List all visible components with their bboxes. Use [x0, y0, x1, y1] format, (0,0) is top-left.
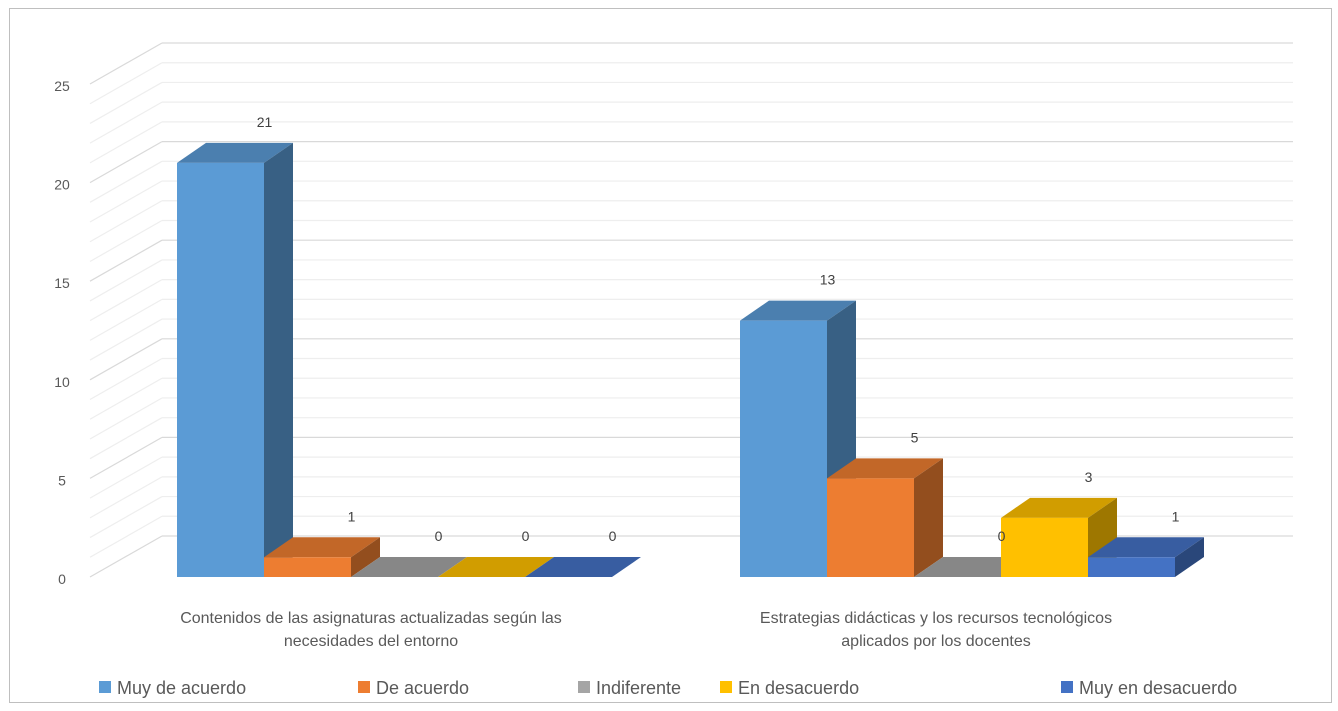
gridline-side-minor	[89, 160, 163, 203]
bar-front-face	[740, 320, 827, 577]
bar-front-face	[827, 478, 914, 577]
y-tick-label: 20	[54, 177, 70, 193]
bar	[351, 557, 467, 577]
bar	[525, 557, 641, 577]
bar-top-face	[827, 458, 943, 479]
bar-top-face	[740, 300, 856, 321]
gridline-side-major	[89, 141, 163, 184]
legend-item: En desacuerdo	[720, 678, 859, 698]
y-tick-label: 25	[54, 78, 70, 94]
bar-top-face	[177, 142, 293, 163]
data-label: 3	[1085, 469, 1093, 485]
data-label: 0	[998, 528, 1006, 544]
gridline-side-minor	[89, 259, 163, 302]
chart-frame	[9, 8, 1332, 703]
y-tick-label: 0	[58, 571, 66, 587]
y-axis: 0 5 10 15 20 25	[54, 78, 70, 587]
data-label: 5	[911, 429, 919, 445]
gridline-side-major	[89, 42, 163, 85]
legend-label: En desacuerdo	[738, 678, 859, 698]
gridline-side-minor	[89, 62, 163, 105]
data-label: 0	[609, 528, 617, 544]
legend-swatch	[720, 681, 732, 693]
data-label: 1	[1172, 508, 1180, 524]
y-tick-label: 15	[54, 275, 70, 291]
gridline-side-minor	[89, 279, 163, 322]
legend-item: Muy de acuerdo	[99, 678, 246, 698]
gridline-side-minor	[89, 121, 163, 164]
bar-top-face	[438, 557, 554, 577]
bar-side-face	[1175, 537, 1204, 577]
bar	[827, 458, 943, 577]
bar	[177, 142, 293, 577]
gridline-side-minor	[89, 476, 163, 519]
bar-side-face	[351, 537, 380, 577]
gridline-side-minor	[89, 101, 163, 144]
category-label: necesidades del entorno	[284, 633, 458, 650]
gridline-side-minor	[89, 377, 163, 420]
gridline-side-minor	[89, 180, 163, 223]
chart-walls	[89, 42, 1293, 578]
bar-front-face	[1088, 557, 1175, 577]
legend-item: Indiferente	[578, 678, 681, 698]
bar-top-face	[1088, 537, 1204, 558]
data-label: 0	[435, 528, 443, 544]
bar-front-face	[177, 162, 264, 577]
legend-label: Muy en desacuerdo	[1079, 678, 1237, 698]
bar-side-face	[264, 142, 293, 577]
legend: Muy de acuerdo De acuerdo Indiferente En de…	[99, 678, 1237, 698]
bar-front-face	[1001, 517, 1088, 577]
legend-item: De acuerdo	[358, 678, 469, 698]
legend-item: Muy en desacuerdo	[1061, 678, 1237, 698]
data-label: 1	[348, 508, 356, 524]
gridline-side-major	[89, 535, 163, 578]
gridline-side-minor	[89, 397, 163, 440]
bar-top-face	[264, 537, 380, 558]
data-label: 0	[522, 528, 530, 544]
gridline-side-minor	[89, 81, 163, 124]
bar-top-face	[351, 557, 467, 577]
bar-top-face	[1001, 497, 1117, 518]
gridline-side-major	[89, 239, 163, 282]
gridline-side-major	[89, 436, 163, 479]
gridline-side-minor	[89, 456, 163, 499]
gridline-side-minor	[89, 219, 163, 263]
gridline-side-minor	[89, 417, 163, 460]
legend-label: De acuerdo	[376, 678, 469, 698]
gridline-side-minor	[89, 318, 163, 361]
data-label: 13	[820, 272, 836, 288]
gridline-side-minor	[89, 298, 163, 341]
category-label: Estrategias didácticas y los recursos te…	[760, 610, 1112, 627]
gridline-side-minor	[89, 515, 163, 558]
legend-label: Muy de acuerdo	[117, 678, 246, 698]
legend-swatch	[358, 681, 370, 693]
y-tick-label: 10	[54, 374, 70, 390]
gridline-side-minor	[89, 200, 163, 243]
gridline-side-minor	[89, 357, 163, 401]
y-tick-label: 5	[58, 472, 66, 488]
data-labels: 21 1 0 0 0 13 5 0 3 1	[257, 114, 1180, 544]
data-label: 21	[257, 114, 273, 130]
gridline-side-minor	[89, 496, 163, 539]
x-axis: Contenidos de las asignaturas actualizad…	[180, 610, 1112, 650]
bar	[264, 537, 380, 577]
legend-swatch	[1061, 681, 1073, 693]
bar-side-face	[914, 458, 943, 577]
category-label: Contenidos de las asignaturas actualizad…	[180, 610, 562, 627]
legend-swatch	[578, 681, 590, 693]
gridline-side-major	[89, 338, 163, 381]
category-label: aplicados por los docentes	[841, 633, 1030, 650]
bar	[1088, 537, 1204, 577]
legend-swatch	[99, 681, 111, 693]
bar-front-face	[264, 557, 351, 577]
bar	[438, 557, 554, 577]
bar-top-face	[525, 557, 641, 577]
legend-label: Indiferente	[596, 678, 681, 698]
bars	[177, 142, 1204, 577]
